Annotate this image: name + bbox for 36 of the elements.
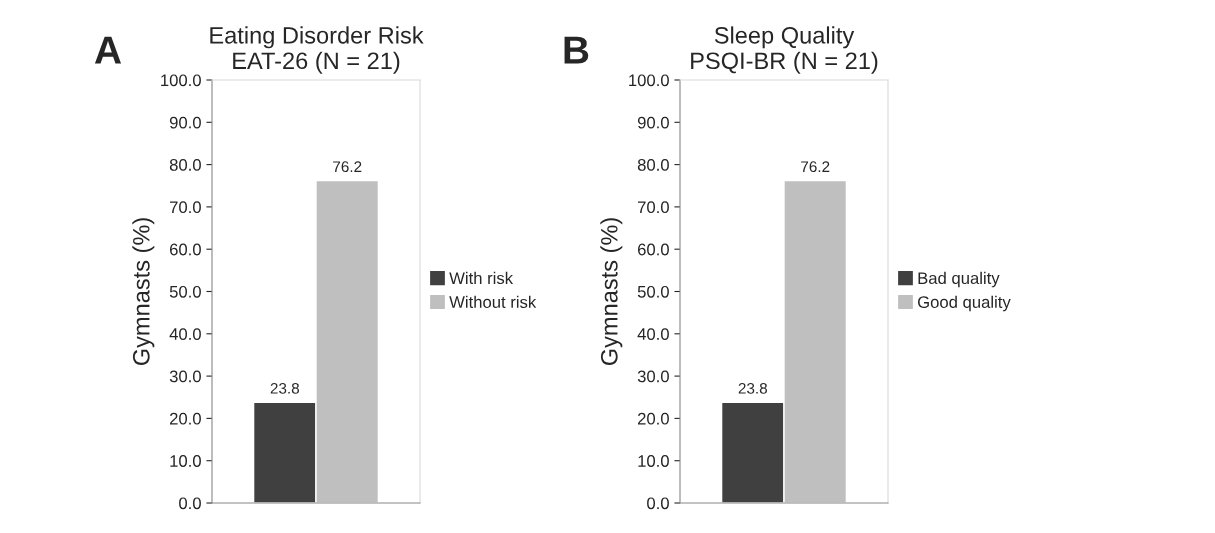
y-tick-label: 100.0 [161,74,201,87]
y-tick-label: 90.0 [637,116,669,129]
y-tick-label: 10.0 [170,455,201,467]
y-tick-label: 80.0 [637,159,669,171]
data-label: 76.2 [801,161,830,173]
y-tick-label: 60.0 [637,243,669,256]
text: B [564,36,589,64]
y-tick-label: 40.0 [169,328,201,340]
y-tick-label: 70.0 [638,201,669,214]
y-axis-title: Gymnasts (%) [600,218,623,366]
data-label: 23.8 [270,382,299,394]
legend-label: Good quality [918,295,1011,312]
y-tick-label: 10.0 [638,455,669,467]
data-label: 23.8 [738,382,767,394]
y-axis-title: Gymnasts (%) [132,218,155,366]
y-tick-label: 0.0 [647,497,669,510]
legend-label: With risk [449,271,514,285]
y-tick-label: 100.0 [629,74,669,87]
y-tick-label: 60.0 [169,243,201,256]
y-tick-label: 20.0 [169,412,201,425]
y-tick-label: 40.0 [637,328,669,340]
y-tick-label: 30.0 [637,370,669,383]
chart-title: Eating Disorder Risk EAT-26 (N = 21) [210,26,424,74]
text: A [94,36,122,64]
y-tick-label: 90.0 [169,116,201,129]
y-tick-label: 70.0 [170,201,201,214]
legend-label: Bad quality [918,271,1000,288]
y-tick-label: 20.0 [637,412,669,425]
y-tick-label: 80.0 [169,159,201,171]
chart-title: Sleep Quality PSQI-BR (N = 21) [691,26,878,74]
y-tick-label: 30.0 [169,370,201,383]
legend-label: Without risk [449,295,537,308]
y-tick-label: 0.0 [179,497,201,510]
data-label: 76.2 [333,161,362,173]
y-tick-label: 50.0 [637,285,669,298]
y-tick-label: 50.0 [169,285,201,298]
